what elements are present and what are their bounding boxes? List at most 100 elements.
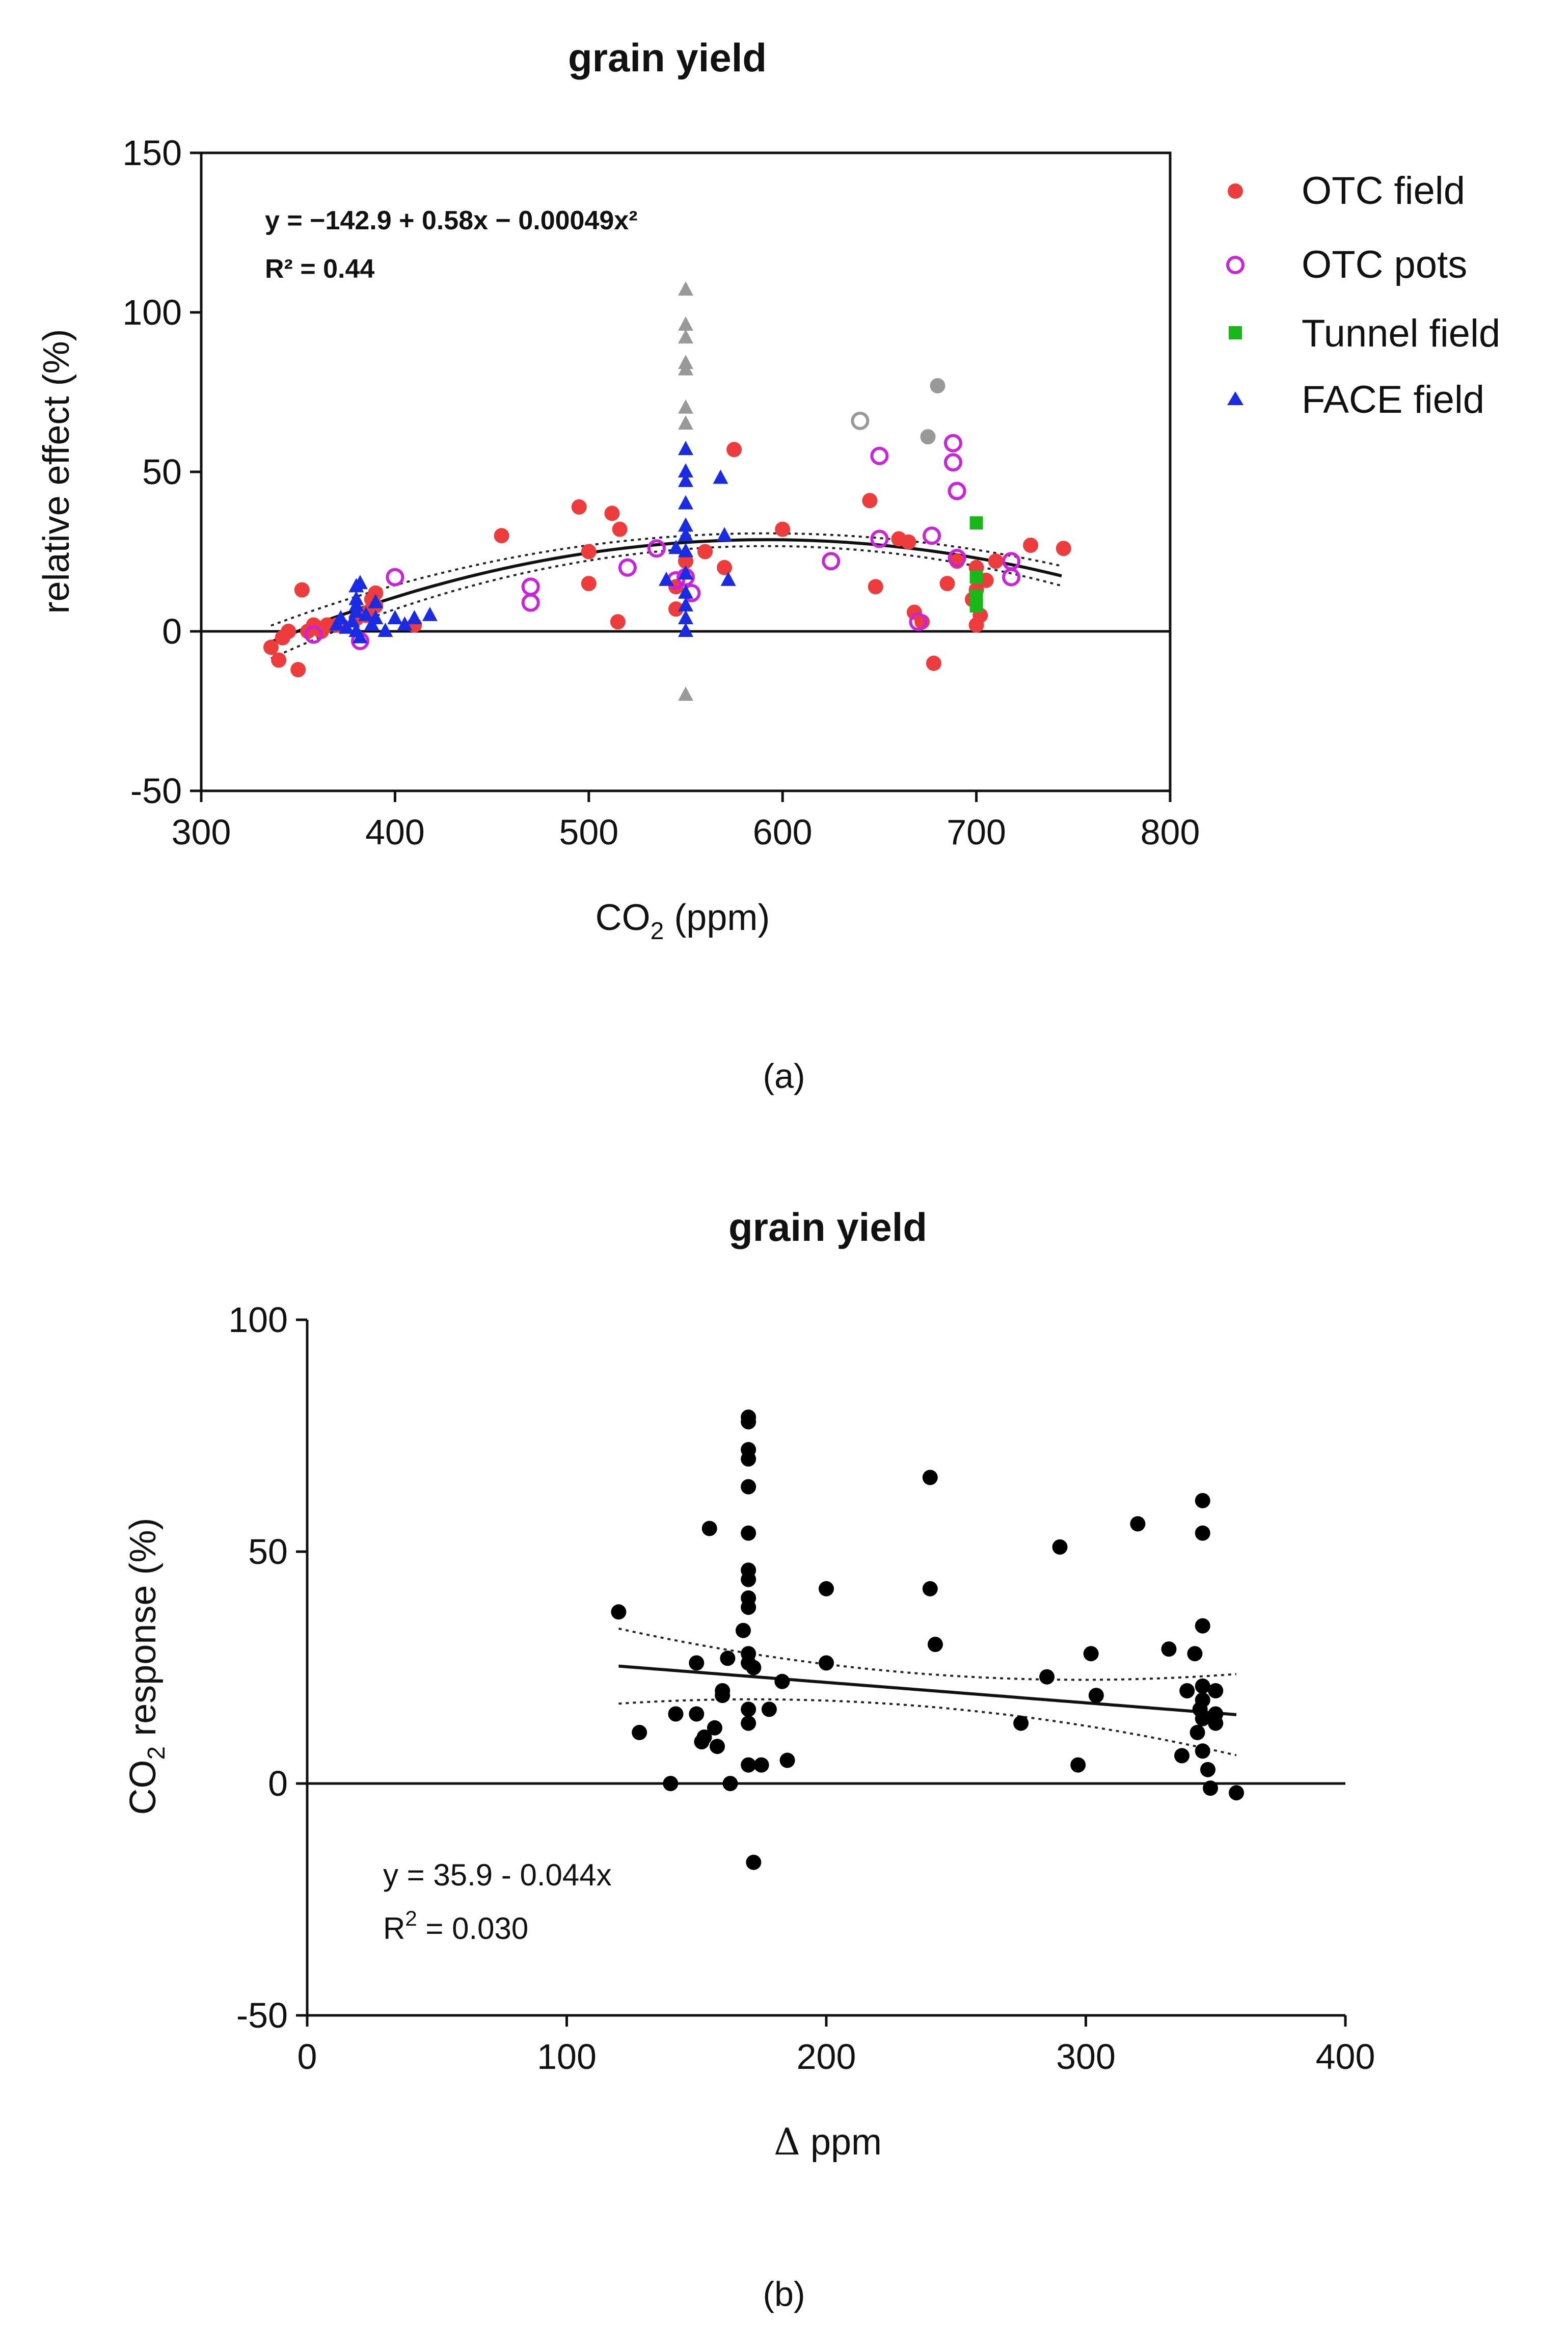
chart-a-ytick-label: 50 (142, 452, 182, 492)
chart-a-point-otc-field (581, 576, 597, 592)
chart-a-point-tunnel-field (969, 570, 983, 584)
chart-a-point-face-field (713, 469, 728, 484)
chart-a-xtick-label: 500 (559, 812, 618, 852)
chart-a-point-face-field (387, 609, 403, 624)
chart-a-point-otc-field (263, 640, 279, 655)
chart-b-point (722, 1776, 738, 1791)
chart-a-point-face-field (333, 609, 348, 624)
chart-a-point-otc-field (717, 560, 733, 575)
chart-a-legend: OTC field OTC pots Tunnel field FACE fie… (1226, 169, 1500, 421)
chart-b-point (1083, 1646, 1099, 1662)
chart-b-points (611, 1409, 1245, 1870)
chart-a-point-excluded (678, 686, 693, 701)
chart-b-point (1187, 1646, 1203, 1662)
chart-a-xlabel-sub: 2 (651, 918, 664, 945)
chart-b-point (922, 1581, 938, 1596)
chart-a-point-face-field (678, 584, 693, 599)
chart-b-point (668, 1706, 684, 1722)
chart-a-point-otc-field (862, 493, 878, 509)
chart-a-point-excluded (678, 399, 693, 414)
chart-b-ci-lower (618, 1698, 1237, 1756)
chart-a-point-otc-field (678, 553, 693, 569)
chart-b-xlabel-delta: Δ (774, 2120, 800, 2163)
chart-b-point (1195, 1711, 1210, 1726)
chart-a-point-face-field (422, 606, 438, 621)
chart-a-point-otc-pots (943, 453, 962, 472)
chart-a-x-ticks: 300 400 500 600 700 800 (172, 791, 1200, 852)
chart-a-point-otc-field (612, 521, 628, 537)
chart-a-point-excluded (930, 378, 945, 393)
chart-b-ytick-label: 50 (248, 1532, 288, 1572)
chart-a-point-otc-field (939, 576, 955, 592)
chart-a-point-otc-pots (870, 529, 889, 548)
chart-a-point-otc-field (290, 662, 306, 678)
chart-b-ylabel: CO2 response (%) (123, 1518, 170, 1815)
chart-a-y-ticks: 150 100 50 0 -50 (122, 133, 201, 811)
legend-tunnel-field-label: Tunnel field (1302, 312, 1500, 355)
chart-b-point (1130, 1516, 1146, 1532)
chart-a-xtick-label: 400 (365, 812, 425, 852)
chart-a-point-face-field (678, 495, 693, 510)
chart-b-point (741, 1451, 756, 1467)
chart-a-point-otc-field (775, 521, 791, 537)
chart-b-point (710, 1739, 725, 1754)
chart-b-fit-line (618, 1664, 1237, 1716)
chart-a-ylabel: relative effect (%) (36, 329, 77, 614)
chart-a-point-otc-field (1056, 541, 1071, 556)
chart-a-ytick-label: 0 (162, 611, 182, 651)
chart-b-point (1013, 1715, 1029, 1731)
chart-b-xtick-label: 400 (1316, 2037, 1375, 2077)
chart-b-point (696, 1729, 712, 1745)
chart-a-point-otc-pots (909, 613, 928, 631)
chart-a-point-otc-pots (618, 558, 637, 577)
chart-b-point (1195, 1525, 1210, 1541)
chart-b-x-ticks: 0 100 200 300 400 (298, 2015, 1375, 2077)
chart-a-point-otc-pots (923, 526, 941, 545)
legend-tunnel-field-marker (1229, 326, 1242, 339)
chart-a-point-tunnel-field (969, 599, 983, 613)
chart-a-xlabel-rest: (ppm) (664, 897, 770, 938)
chart-b-point (753, 1757, 769, 1773)
chart-a-point-excluded (678, 415, 693, 430)
chart-a-point-otc-pots (521, 577, 540, 596)
chart-a-point-otc-field (988, 553, 1004, 569)
chart-b-point (1189, 1724, 1205, 1740)
chart-a-point-otc-pots (521, 593, 540, 612)
chart-a-point-otc-field (581, 544, 597, 560)
chart-b-ylabel-rest: response (%) (123, 1518, 164, 1746)
chart-b-ytick-label: -50 (236, 1995, 288, 2035)
chart-b-point (1195, 1493, 1210, 1508)
chart-a-point-face-field (658, 571, 674, 586)
chart-b-r2-r: R (383, 1911, 405, 1946)
chart-a-xlabel: CO2 (ppm) (596, 897, 770, 945)
chart-b-point (741, 1572, 756, 1587)
chart-a-ci-lower (271, 545, 1062, 659)
chart-b-point (1174, 1748, 1190, 1764)
chart-a-point-face-field (678, 517, 693, 532)
chart-b-point (746, 1660, 762, 1675)
chart-a-point-otc-field (610, 614, 626, 630)
chart-b-xlabel-rest: ppm (800, 2122, 882, 2163)
chart-a-xtick-label: 800 (1141, 812, 1200, 852)
chart-a-point-face-field (352, 629, 368, 644)
chart-a-point-excluded (678, 316, 693, 331)
chart-a-point-otc-pots (1002, 568, 1021, 587)
chart-b-r2-rest: = 0.030 (417, 1911, 529, 1946)
chart-b-xtick-label: 100 (537, 2037, 597, 2077)
chart-b-point (1229, 1785, 1245, 1801)
chart-b-point (741, 1757, 756, 1773)
chart-b-point (707, 1720, 722, 1736)
chart-a-point-face-field (668, 540, 684, 554)
chart-b-point (1070, 1757, 1086, 1773)
chart-b-r2: R2 = 0.030 (383, 1906, 528, 1946)
chart-b-ylabel-co: CO (123, 1760, 164, 1815)
chart-b-point (1195, 1618, 1210, 1634)
chart-a-point-otc-field (901, 534, 916, 550)
chart-a-point-otc-pots (1002, 552, 1021, 571)
chart-a-point-face-field (678, 609, 693, 624)
chart-b-point (741, 1715, 756, 1731)
chart-b-point (922, 1470, 938, 1485)
chart-b-point (611, 1604, 627, 1620)
